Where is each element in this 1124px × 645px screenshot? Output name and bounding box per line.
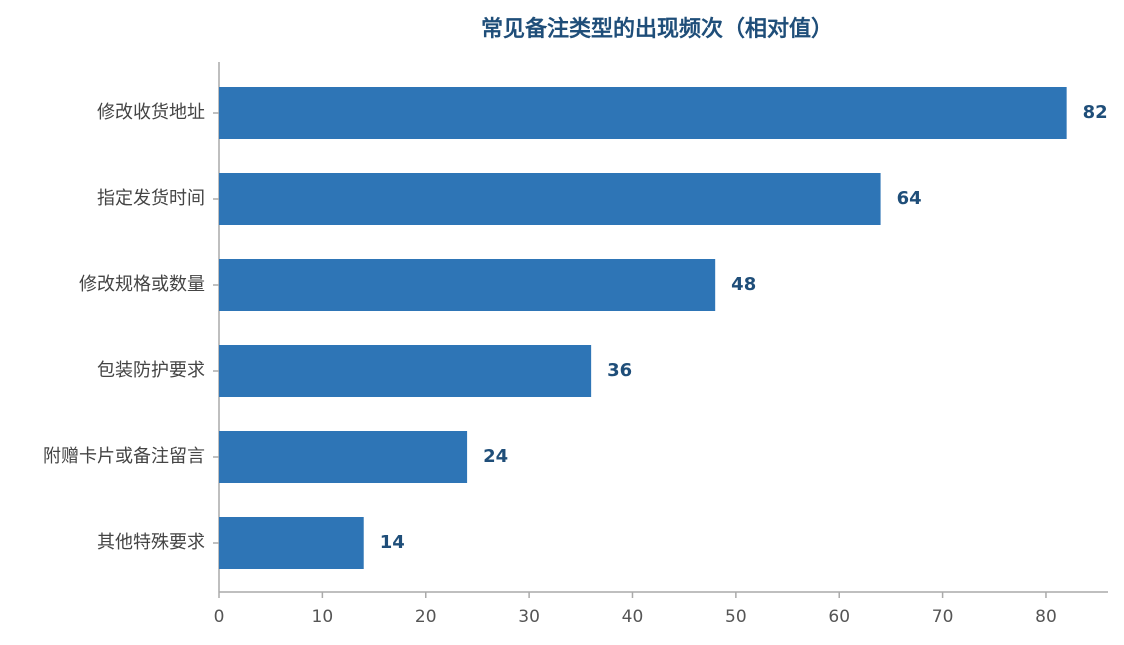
y-tick-label: 其他特殊要求 — [97, 532, 205, 553]
x-tick-label: 60 — [828, 607, 850, 627]
value-label: 14 — [380, 532, 405, 553]
y-tick-label: 指定发货时间 — [97, 188, 205, 209]
value-label: 48 — [731, 274, 756, 295]
x-tick-label: 40 — [622, 607, 644, 627]
x-tick-label: 50 — [725, 607, 747, 627]
value-label: 24 — [483, 446, 508, 467]
bar — [219, 173, 881, 225]
x-tick-label: 20 — [415, 607, 437, 627]
x-tick-label: 0 — [214, 607, 225, 627]
x-tick-label: 10 — [312, 607, 334, 627]
value-label: 36 — [607, 360, 632, 381]
y-tick-label: 附赠卡片或备注留言 — [43, 446, 205, 467]
bar — [219, 259, 716, 311]
value-label: 82 — [1083, 102, 1108, 123]
y-tick-label: 包装防护要求 — [97, 360, 205, 381]
bar — [219, 87, 1067, 139]
y-tick-label: 修改规格或数量 — [79, 274, 205, 295]
x-tick-label: 70 — [932, 607, 954, 627]
bar — [219, 345, 592, 397]
value-label: 64 — [897, 188, 922, 209]
y-tick-label: 修改收货地址 — [97, 102, 205, 123]
x-tick-label: 30 — [518, 607, 540, 627]
chart-title: 常见备注类型的出现频次（相对值） — [481, 16, 833, 42]
x-tick-label: 80 — [1035, 607, 1057, 627]
bar — [219, 431, 468, 483]
bar — [219, 517, 364, 569]
